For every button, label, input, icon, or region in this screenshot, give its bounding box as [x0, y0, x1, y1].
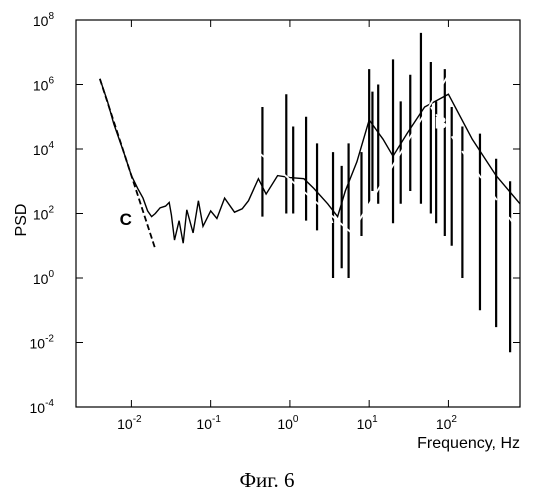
y-tick-label: 10-4	[30, 398, 55, 416]
y-tick-label: 100	[33, 269, 55, 287]
x-tick-label: 10-1	[196, 414, 221, 432]
y-axis-label: PSD	[13, 204, 30, 237]
x-tick-label: 102	[436, 414, 458, 432]
x-tick-label: 10-2	[117, 414, 142, 432]
y-tick-label: 108	[33, 11, 55, 29]
figure-caption: Фиг. 6	[0, 468, 534, 493]
x-tick-label: 101	[357, 414, 379, 432]
y-tick-label: 102	[33, 205, 55, 223]
annotation-c: C	[120, 210, 132, 229]
y-tick-label: 104	[33, 140, 55, 158]
annotation-a: A	[322, 208, 334, 227]
annotation-b: B	[435, 113, 447, 132]
plot-area	[76, 20, 520, 407]
x-axis-label: Frequency, Hz	[417, 435, 520, 452]
x-tick-label: 100	[277, 414, 299, 432]
y-tick-label: 10-2	[30, 334, 55, 352]
y-tick-label: 106	[33, 76, 55, 94]
